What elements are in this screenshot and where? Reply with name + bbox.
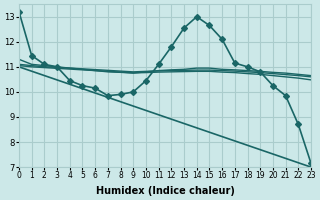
X-axis label: Humidex (Indice chaleur): Humidex (Indice chaleur) bbox=[96, 186, 235, 196]
